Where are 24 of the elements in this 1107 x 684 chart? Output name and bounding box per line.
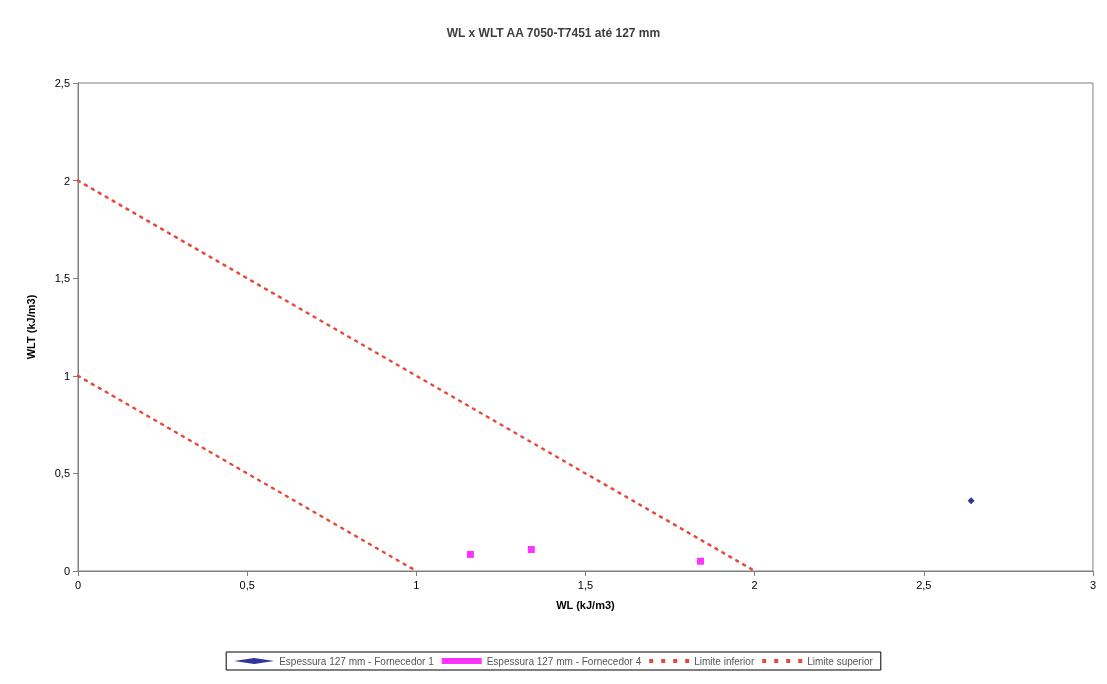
x-tick-label: 2,5 bbox=[916, 578, 932, 591]
chart-title: WL x WLT AA 7050-T7451 até 127 mm bbox=[446, 26, 661, 40]
y-tick-label: 0 bbox=[63, 565, 70, 577]
point bbox=[967, 497, 975, 505]
point bbox=[697, 557, 704, 565]
x-tick-label: 2 bbox=[751, 578, 758, 591]
legend-label: Limite superior bbox=[807, 655, 874, 667]
y-tick-label: 2,5 bbox=[54, 77, 70, 89]
point bbox=[466, 550, 474, 558]
y-tick-label: 2 bbox=[63, 174, 70, 187]
point bbox=[527, 546, 535, 554]
x-tick-label: 1 bbox=[413, 578, 420, 591]
x-tick-label: 1,5 bbox=[577, 578, 594, 591]
y-axis-title: WLT (kJ/m3) bbox=[24, 294, 37, 360]
y-tick-label: 1,5 bbox=[54, 272, 70, 285]
x-tick-label: 3 bbox=[1089, 578, 1096, 591]
legend-label: Espessura 127 mm - Fornecedor 4 bbox=[486, 655, 642, 667]
legend-label: Espessura 127 mm - Fornecedor 1 bbox=[279, 655, 435, 667]
y-tick-label: 0,5 bbox=[54, 467, 70, 480]
x-tick-label: 0 bbox=[74, 578, 82, 591]
y-tick-label: 1 bbox=[63, 369, 70, 382]
x-axis-title: WL (kJ/m3) bbox=[556, 598, 616, 611]
x-tick-label: 0,5 bbox=[239, 578, 255, 591]
legend-label: Limite inferior bbox=[694, 655, 755, 667]
